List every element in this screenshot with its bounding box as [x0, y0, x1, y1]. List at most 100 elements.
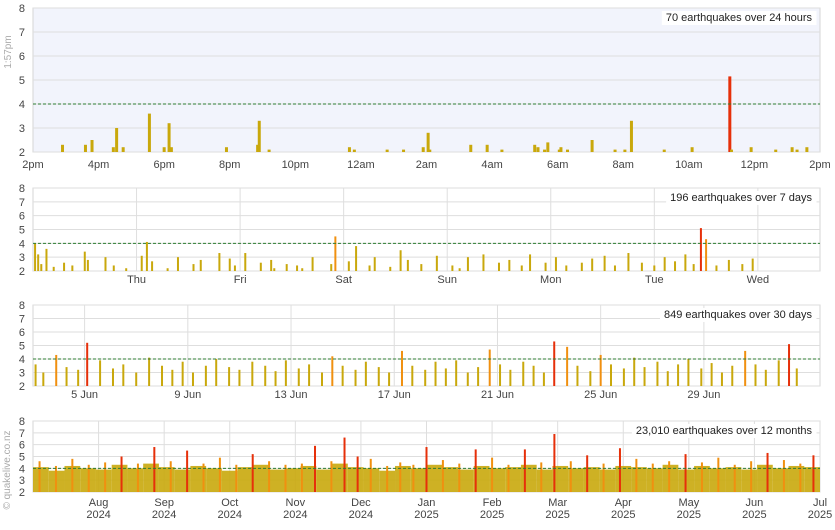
quake-bar	[191, 372, 194, 386]
activity-band	[395, 465, 411, 492]
quake-bar	[400, 350, 403, 386]
x-tick-label: Jun	[746, 497, 764, 509]
quake-bar	[799, 463, 802, 492]
x-tick-label: Mon	[540, 274, 561, 286]
quake-bar	[795, 368, 798, 386]
y-tick-label: 4	[19, 238, 25, 250]
activity-band	[788, 465, 805, 492]
y-tick-label: 8	[19, 300, 25, 312]
quake-bar	[633, 357, 636, 386]
quake-bar	[569, 461, 572, 492]
quake-bar	[566, 149, 570, 152]
quake-bar	[399, 462, 402, 492]
activity-band	[284, 468, 301, 492]
x-tick-label: 12am	[347, 159, 375, 171]
quake-bar	[543, 149, 547, 152]
quake-bar	[629, 120, 633, 152]
quake-bar	[466, 257, 469, 271]
quake-bar	[218, 457, 221, 492]
quake-bar	[199, 259, 202, 271]
quake-bar	[469, 144, 473, 152]
y-tick-label: 3	[19, 252, 25, 264]
activity-band	[631, 467, 647, 492]
quake-bar	[690, 147, 694, 152]
x-tick-year-label: 2025	[677, 509, 701, 521]
quake-bar	[523, 449, 526, 492]
quake-bar	[656, 361, 659, 386]
activity-band	[33, 467, 49, 492]
quake-bar	[509, 369, 512, 386]
quake-bar	[352, 149, 356, 152]
quake-bar	[331, 356, 334, 386]
x-tick-year-label: 2025	[480, 509, 504, 521]
x-tick-label: 10am	[675, 159, 703, 171]
activity-band	[127, 468, 144, 492]
activity-band	[253, 464, 270, 492]
y-tick-label: 6	[19, 327, 25, 339]
quake-bar	[727, 259, 730, 271]
x-tick-label: Jul	[813, 497, 827, 509]
x-tick-label: 29 Jun	[687, 389, 720, 401]
quake-bar	[499, 364, 502, 386]
quake-bar	[426, 132, 430, 152]
quake-bar	[482, 254, 485, 271]
quake-bar	[622, 368, 625, 386]
quake-bar	[744, 350, 747, 386]
y-tick-label: 7	[19, 428, 25, 440]
quake-bar	[238, 369, 241, 386]
x-tick-label: Sun	[437, 274, 457, 286]
quake-bar	[135, 372, 138, 386]
x-tick-label: 4pm	[88, 159, 109, 171]
quake-bar	[171, 369, 174, 386]
y-tick-label: 7	[19, 27, 25, 39]
quake-bar	[389, 266, 392, 271]
x-tick-label: 9 Jun	[174, 389, 201, 401]
quake-bar	[774, 149, 778, 152]
quake-bar	[136, 463, 139, 492]
quake-bar	[161, 365, 164, 386]
y-tick-label: 5	[19, 452, 25, 464]
quake-bar	[507, 464, 510, 492]
quake-bar	[421, 147, 425, 152]
activity-band	[316, 469, 333, 492]
quake-bar	[83, 144, 87, 152]
quake-bar	[623, 149, 627, 152]
quake-bar	[529, 254, 532, 271]
quake-bar	[115, 128, 119, 152]
quake-bar	[104, 462, 107, 492]
quake-bar	[311, 257, 314, 271]
quake-bar	[485, 144, 489, 152]
watermark-label: © quakelive.co.nz	[2, 430, 13, 509]
quake-bar	[228, 367, 231, 386]
quake-bar	[677, 364, 680, 386]
quake-bar	[805, 147, 809, 152]
quake-bar	[618, 448, 621, 492]
quake-bar	[435, 255, 438, 271]
activity-band	[206, 468, 222, 492]
quake-bar	[218, 253, 221, 271]
x-tick-label: 21 Jun	[481, 389, 514, 401]
y-tick-label: 5	[19, 225, 25, 237]
quake-bar	[162, 147, 166, 152]
x-tick-label: Jan	[418, 497, 436, 509]
quake-bar	[111, 368, 114, 386]
quake-bar	[458, 463, 461, 492]
y-tick-label: 4	[19, 99, 25, 111]
quake-bar	[589, 371, 592, 386]
quake-bar	[590, 140, 594, 152]
x-tick-label: Sat	[335, 274, 352, 286]
quake-bar	[244, 253, 247, 271]
quake-bar	[343, 437, 346, 492]
title-background	[631, 424, 817, 438]
quake-bar	[251, 454, 254, 492]
quake-bar	[34, 364, 37, 386]
y-tick-label: 8	[19, 183, 25, 195]
quake-bar	[204, 365, 207, 386]
chart-title: 196 earthquakes over 7 days	[670, 192, 812, 204]
quake-bar	[602, 463, 605, 492]
quake-bar	[320, 372, 323, 386]
x-tick-label: 17 Jun	[378, 389, 411, 401]
quake-bar	[522, 361, 525, 386]
quake-bar	[434, 361, 437, 386]
activity-band	[347, 467, 364, 492]
